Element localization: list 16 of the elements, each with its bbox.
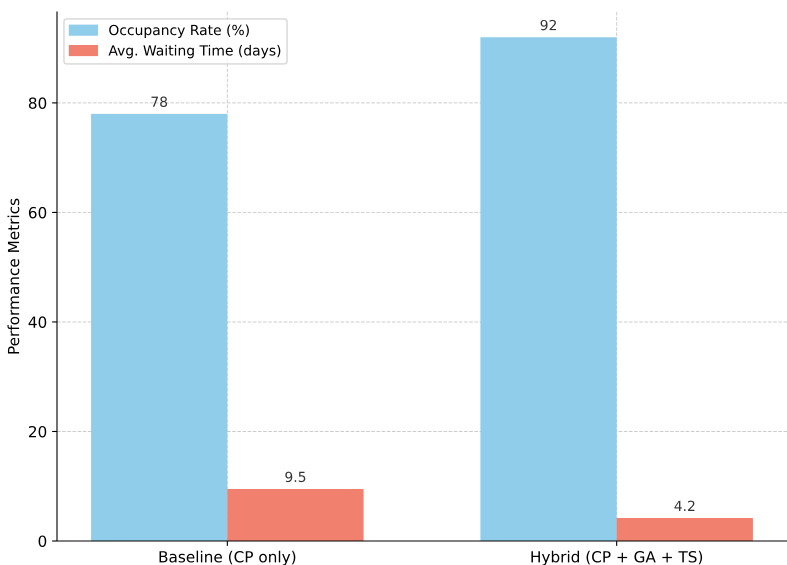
y-tick-label: 80	[28, 97, 46, 109]
y-axis-title: Performance Metrics	[7, 198, 20, 354]
legend-label: Occupancy Rate (%)	[109, 24, 249, 38]
bar	[227, 488, 364, 541]
y-tick-label: 40	[28, 316, 46, 328]
data-label: 78	[152, 96, 168, 107]
data-label: 4.2	[674, 500, 694, 511]
y-tick-label: 0	[38, 535, 46, 548]
bar	[91, 114, 228, 541]
data-label: 9.5	[285, 472, 306, 482]
bar	[616, 518, 753, 541]
bar	[480, 37, 617, 541]
legend-label: Avg. Waiting Time (days)	[108, 44, 280, 58]
data-label: 92	[540, 20, 556, 30]
y-tick-label: 60	[28, 206, 46, 218]
y-tick-label: 20	[28, 426, 46, 438]
